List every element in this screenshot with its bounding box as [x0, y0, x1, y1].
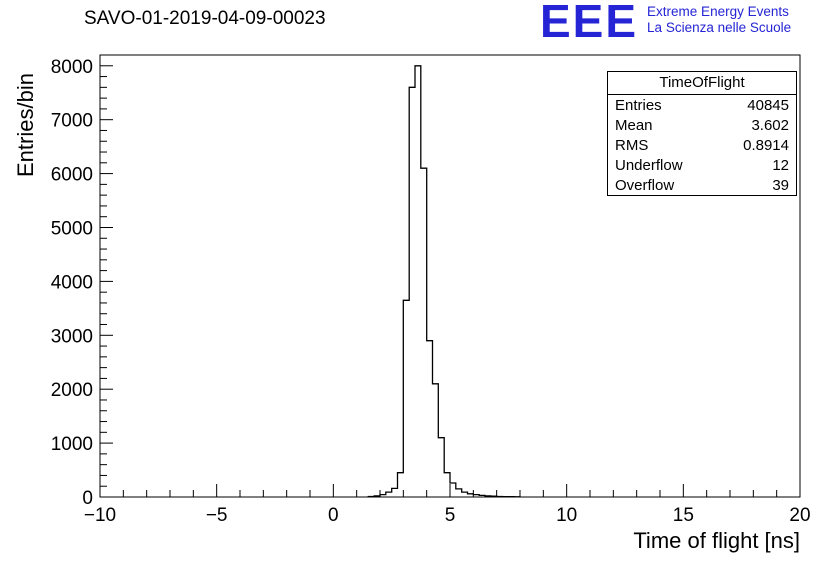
- svg-text:2000: 2000: [51, 380, 93, 401]
- y-axis-title: Entries/bin: [13, 73, 38, 177]
- stats-title: TimeOfFlight: [608, 72, 796, 95]
- stats-row-rms: RMS 0.8914: [608, 135, 796, 155]
- stats-label: Mean: [615, 117, 653, 134]
- svg-text:−10: −10: [84, 505, 116, 526]
- stats-row-mean: Mean 3.602: [608, 115, 796, 135]
- stats-label: Underflow: [615, 157, 683, 174]
- stats-value: 40845: [747, 97, 789, 114]
- x-axis-title: Time of flight [ns]: [633, 528, 800, 553]
- stats-value: 3.602: [751, 117, 789, 134]
- svg-text:1000: 1000: [51, 434, 93, 455]
- stats-label: RMS: [615, 137, 649, 154]
- eee-logo-line1: Extreme Energy Events: [647, 4, 789, 19]
- svg-text:6000: 6000: [51, 165, 93, 186]
- stats-value: 39: [772, 177, 789, 194]
- svg-text:7000: 7000: [51, 111, 93, 132]
- svg-text:−5: −5: [206, 505, 228, 526]
- svg-text:0: 0: [82, 488, 93, 509]
- stats-box: TimeOfFlight Entries 40845 Mean 3.602 RM…: [607, 71, 797, 196]
- stats-value: 0.8914: [743, 137, 789, 154]
- svg-text:10: 10: [556, 505, 577, 526]
- svg-text:20: 20: [789, 505, 810, 526]
- stats-row-underflow: Underflow 12: [608, 155, 796, 175]
- eee-logo-line2: La Scienza nelle Scuole: [647, 20, 792, 35]
- svg-text:0: 0: [328, 505, 339, 526]
- svg-text:15: 15: [673, 505, 694, 526]
- stats-row-entries: Entries 40845: [608, 95, 796, 115]
- stats-label: Overflow: [615, 177, 675, 194]
- svg-text:5000: 5000: [51, 218, 93, 239]
- stats-label: Entries: [615, 97, 662, 114]
- stats-value: 12: [772, 157, 789, 174]
- svg-text:8000: 8000: [51, 57, 93, 78]
- eee-logo: EEE Extreme Energy Events La Scienza nel…: [540, 0, 791, 47]
- stats-row-overflow: Overflow 39: [608, 175, 796, 195]
- svg-text:3000: 3000: [51, 326, 93, 347]
- svg-text:4000: 4000: [51, 272, 93, 293]
- svg-text:5: 5: [445, 505, 456, 526]
- eee-logo-subtitle: Extreme Energy Events La Scienza nelle S…: [647, 1, 791, 36]
- eee-logo-text: EEE: [540, 0, 639, 47]
- plot-title: SAVO-01-2019-04-09-00023: [84, 8, 326, 29]
